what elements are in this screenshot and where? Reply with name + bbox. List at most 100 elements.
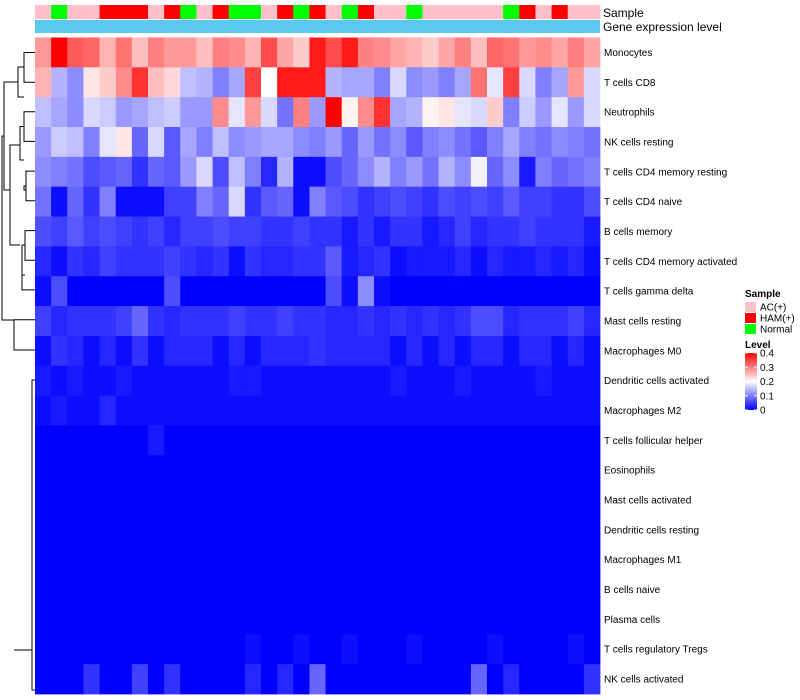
heatmap-cell	[277, 67, 294, 98]
heatmap-cell	[67, 425, 84, 456]
heatmap-cell	[406, 514, 423, 546]
heatmap-cell	[374, 276, 391, 307]
heatmap-cell	[212, 335, 230, 367]
heatmap-cell	[519, 514, 536, 546]
heatmap-cell	[357, 514, 375, 546]
row-labels: Monocytes T cells CD8 Neutrophils NK cells …	[604, 48, 737, 686]
heatmap-cell	[567, 664, 585, 695]
heatmap-cell	[503, 335, 520, 367]
heatmap-cell	[67, 365, 84, 396]
heatmap-cell	[422, 37, 439, 68]
heatmap-cell	[115, 544, 133, 576]
dendrogram-branch	[14, 649, 33, 690]
heatmap-cell	[487, 395, 504, 426]
heatmap-cell	[325, 335, 343, 367]
heatmap-cell	[180, 127, 197, 158]
heatmap-cell	[583, 216, 601, 247]
heatmap-cell	[115, 186, 133, 217]
heatmap-cell	[309, 156, 326, 188]
sample-cell	[503, 5, 520, 19]
heatmap-cell	[277, 156, 294, 188]
heatmap-cell	[51, 574, 68, 605]
heatmap-cell	[325, 395, 343, 426]
sample-cell	[374, 5, 391, 19]
heatmap-cell	[551, 306, 569, 337]
row-label: Mast cells resting	[604, 317, 681, 328]
heatmap-cell	[83, 485, 100, 516]
heatmap-cell	[503, 186, 520, 217]
heatmap-cell	[535, 395, 552, 426]
heatmap-cell	[164, 156, 181, 188]
sample-cell	[583, 5, 601, 19]
heatmap-cell	[357, 544, 375, 576]
heatmap-cell	[293, 37, 310, 68]
heatmap-cell	[438, 156, 456, 188]
heatmap-cell	[551, 186, 569, 217]
heatmap-cell	[261, 425, 278, 456]
row-label: B cells naive	[604, 585, 661, 596]
heatmap-cell	[567, 485, 585, 516]
heatmap-cell	[583, 156, 601, 188]
sample-cell	[470, 5, 488, 19]
heatmap-cell	[519, 67, 536, 98]
heatmap-cell	[551, 574, 569, 605]
sample-cell	[148, 5, 165, 19]
heatmap-cell	[390, 574, 407, 605]
heatmap-cell	[309, 335, 326, 367]
sample-cell	[277, 5, 294, 19]
heatmap-cell	[567, 97, 585, 128]
heatmap-cell	[277, 485, 294, 516]
heatmap-cell	[67, 127, 84, 158]
heatmap-cell	[309, 604, 326, 635]
heatmap-cell	[293, 97, 310, 128]
heatmap-cell	[164, 604, 181, 635]
heatmap-cell	[180, 664, 197, 695]
heatmap-cell	[487, 544, 504, 576]
heatmap-cell	[212, 455, 230, 486]
row-label: Macrophages M0	[604, 346, 682, 357]
heatmap-cell	[244, 634, 262, 665]
heatmap-cell	[131, 425, 149, 456]
heatmap-cell	[470, 395, 488, 426]
heatmap-cell	[277, 455, 294, 486]
legend-swatch	[745, 324, 756, 334]
sample-cell	[35, 5, 52, 19]
heatmap-cell	[148, 365, 165, 396]
heatmap-cell	[115, 156, 133, 188]
heatmap-cell	[357, 634, 375, 665]
heatmap-cell	[212, 97, 230, 128]
heatmap-cell	[519, 485, 536, 516]
heatmap-cell	[357, 664, 375, 695]
heatmap-cell	[228, 664, 246, 695]
heatmap-cell	[374, 395, 391, 426]
heatmap-cell	[374, 634, 391, 665]
heatmap-cell	[212, 127, 230, 158]
heatmap-cell	[228, 97, 246, 128]
heatmap-cell	[35, 455, 52, 486]
row-label: Plasma cells	[604, 615, 660, 626]
heatmap-cell	[35, 485, 52, 516]
heatmap-cell	[470, 365, 488, 396]
heatmap-cell	[309, 574, 326, 605]
heatmap-cell	[309, 365, 326, 396]
heatmap-cell	[244, 156, 262, 188]
heatmap-cell	[83, 216, 100, 247]
heatmap-cell	[228, 67, 246, 98]
heatmap-cell	[390, 67, 407, 98]
sample-cell	[406, 5, 423, 19]
heatmap-cell	[35, 306, 52, 337]
heatmap-cell	[325, 306, 343, 337]
heatmap-cell	[51, 634, 68, 665]
heatmap-cell	[228, 574, 246, 605]
heatmap-cell	[309, 544, 326, 576]
heatmap-cell	[228, 156, 246, 188]
heatmap-cell	[551, 276, 569, 307]
heatmap-cell	[406, 246, 423, 277]
heatmap-cell	[212, 425, 230, 456]
heatmap-cell	[212, 276, 230, 307]
heatmap-cell	[454, 306, 472, 337]
level-legend-title: Level	[745, 340, 771, 351]
heatmap-cell	[503, 395, 520, 426]
heatmap-cell	[196, 186, 213, 217]
heatmap-cell	[99, 156, 117, 188]
